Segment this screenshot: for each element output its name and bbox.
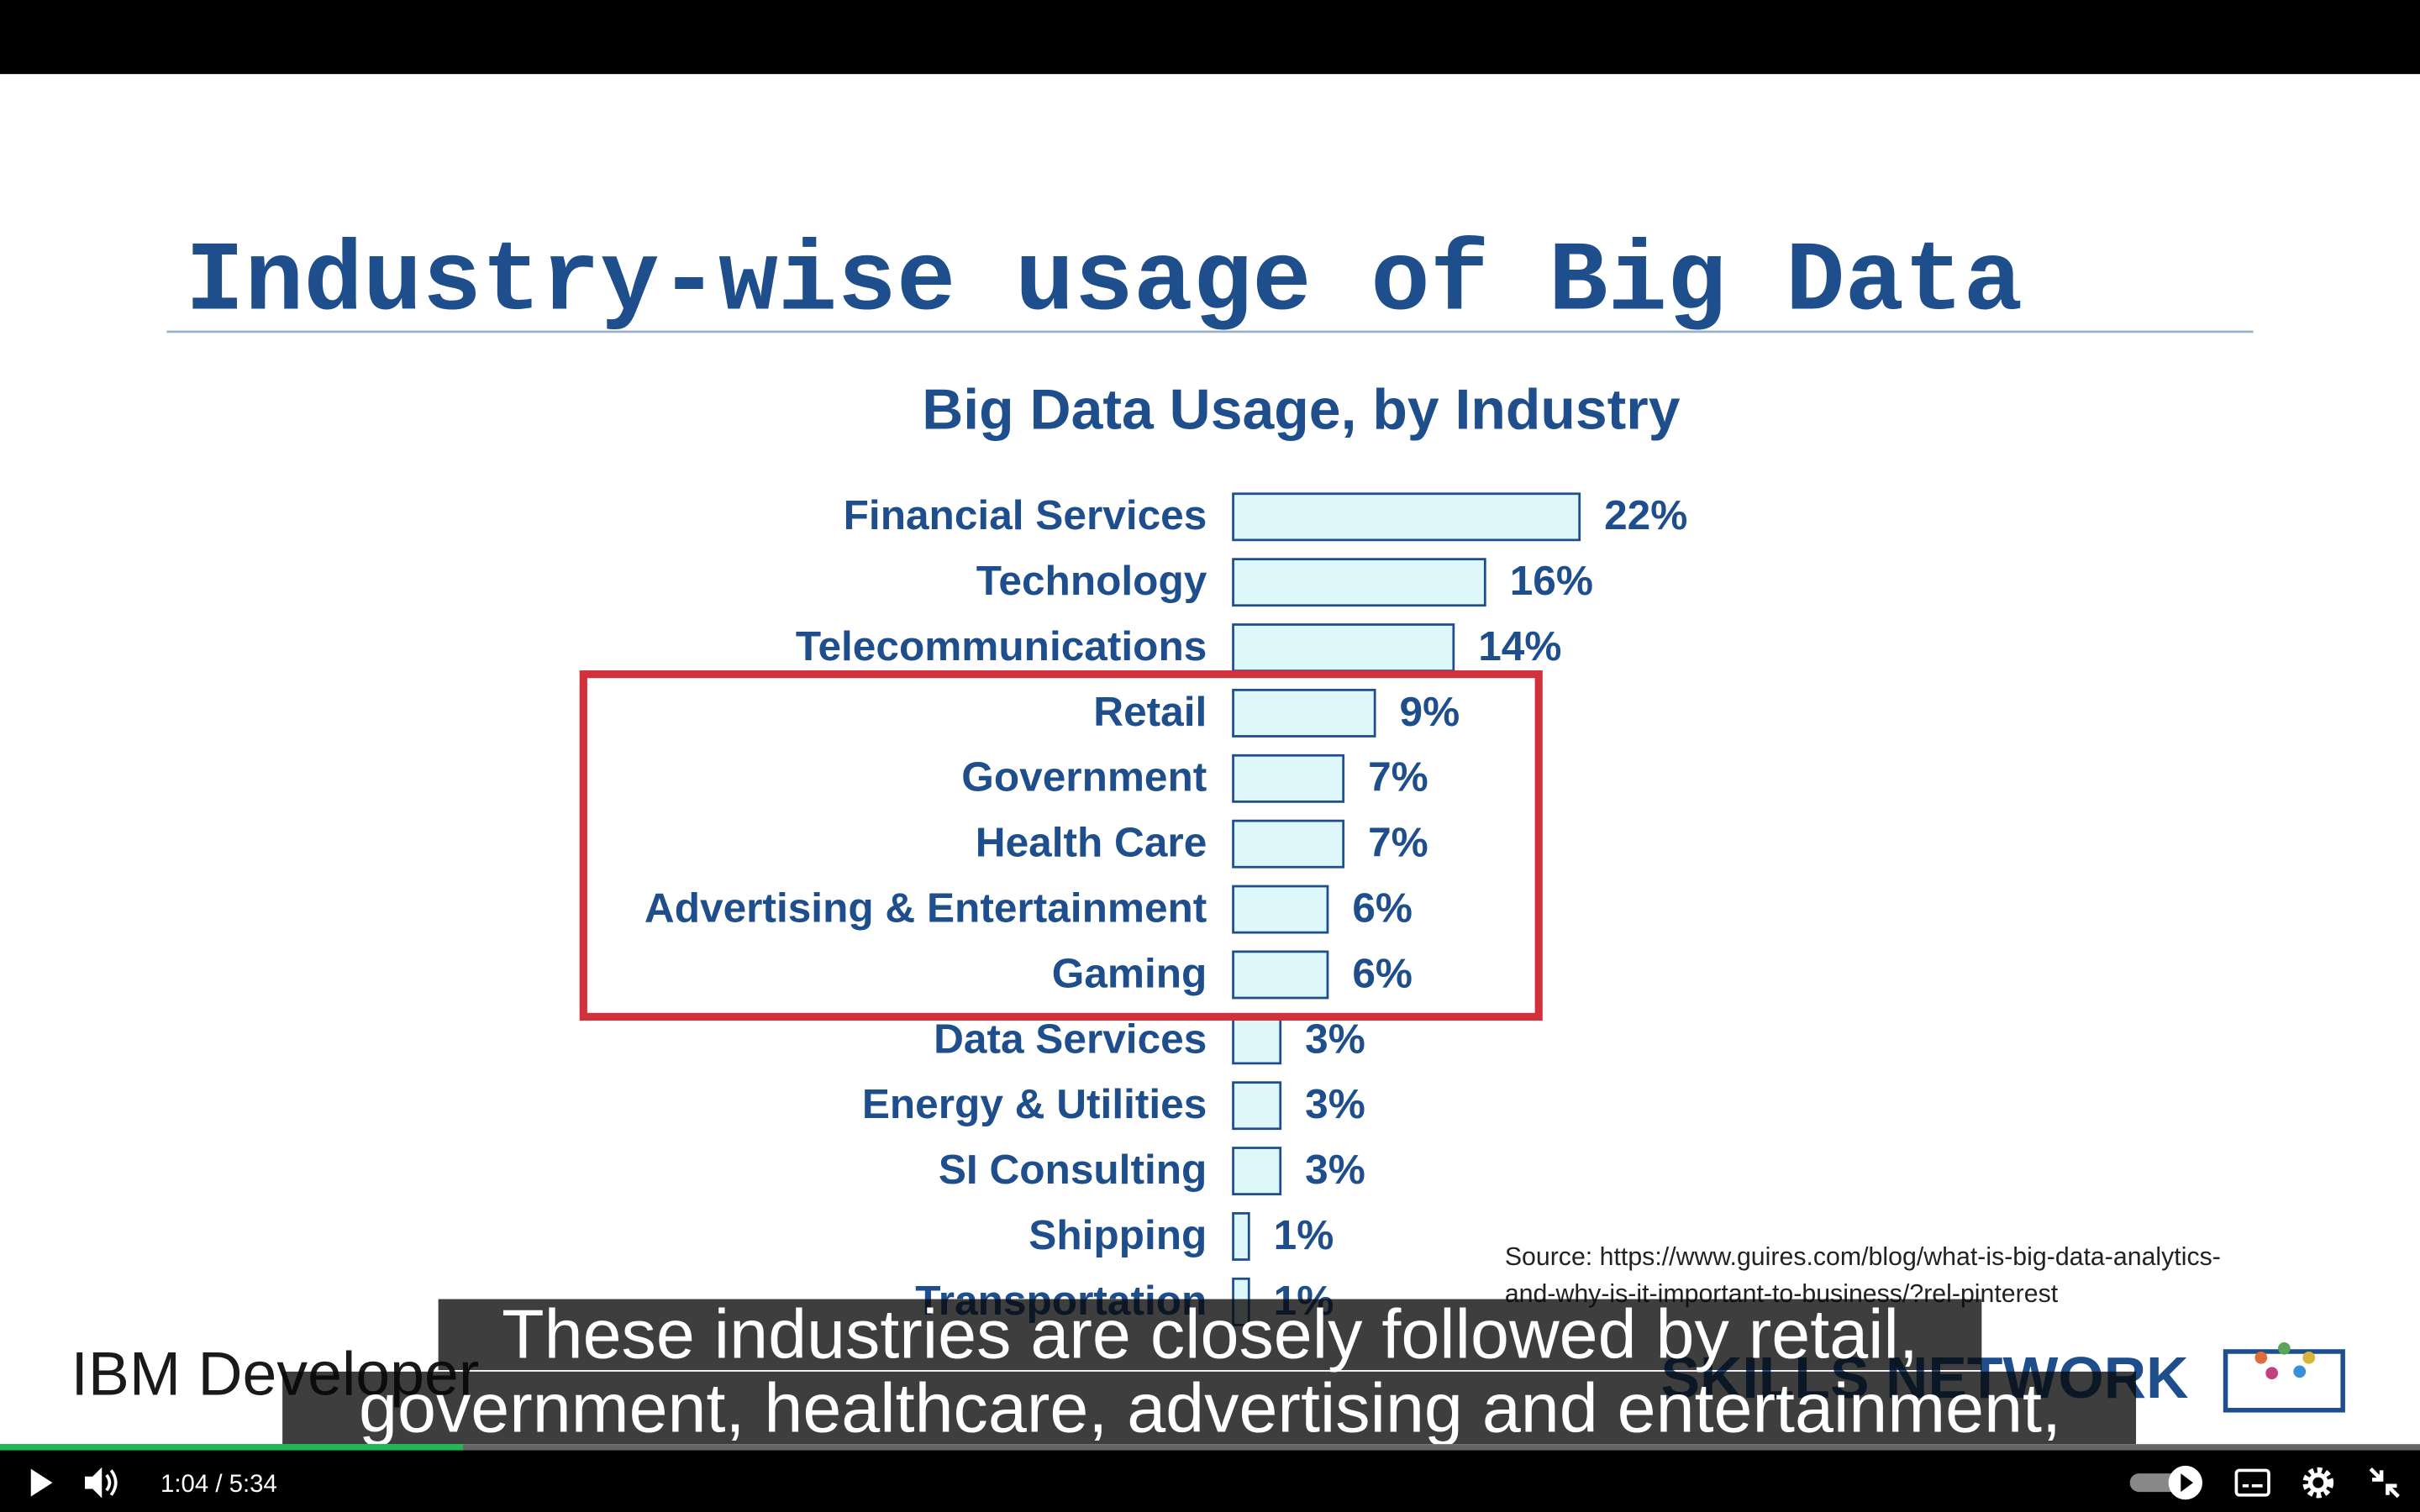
control-bar (0, 1450, 2420, 1512)
bar (1232, 1016, 1282, 1065)
category-label: Shipping (1028, 1211, 1207, 1258)
value-label: 3% (1305, 1080, 1365, 1127)
value-label: 3% (1305, 1146, 1365, 1193)
progress-track[interactable] (0, 1444, 2420, 1451)
bar (1232, 950, 1329, 1000)
letterbox (0, 0, 2420, 75)
bar (1232, 753, 1345, 803)
time-display: 1:04 / 5:34 (160, 1470, 277, 1498)
play-button[interactable] (30, 1468, 53, 1497)
network-icon (2223, 1341, 2345, 1413)
caption-line: government, healthcare, advertising and … (359, 1368, 2061, 1446)
bar (1232, 819, 1345, 869)
category-label: Energy & Utilities (862, 1080, 1207, 1127)
category-label: Health Care (976, 819, 1207, 866)
exit-fullscreen-button[interactable] (2369, 1467, 2400, 1499)
category-label: Data Services (934, 1015, 1207, 1062)
value-label: 6% (1352, 949, 1413, 996)
value-label: 9% (1400, 688, 1460, 735)
source-line: Source: https://www.guires.com/blog/what… (1505, 1243, 2221, 1271)
bar (1232, 689, 1376, 738)
highlight-box (579, 670, 1543, 1021)
caption-background (282, 1371, 2137, 1445)
subtitles-button[interactable] (2234, 1468, 2270, 1497)
autoplay-toggle[interactable] (2129, 1465, 2203, 1500)
category-label: Advertising & Entertainment (644, 885, 1207, 932)
caption-background (438, 1299, 1982, 1371)
progress-played (0, 1444, 464, 1451)
category-label: SI Consulting (939, 1146, 1207, 1193)
category-label: Retail (1093, 688, 1207, 735)
value-label: 14% (1478, 622, 1561, 669)
value-label: 6% (1352, 885, 1413, 932)
bar (1232, 558, 1486, 607)
value-label: 16% (1510, 557, 1593, 604)
volume-button[interactable] (85, 1467, 118, 1499)
bar (1232, 623, 1455, 672)
settings-button[interactable] (2302, 1467, 2334, 1499)
value-label: 3% (1305, 1015, 1365, 1062)
bar (1232, 885, 1329, 934)
value-label: 7% (1368, 753, 1428, 801)
value-label: 1% (1274, 1211, 1334, 1258)
slide (0, 74, 2420, 1451)
caption-line: These industries are closely followed by… (502, 1294, 1918, 1373)
bar (1232, 1212, 1250, 1261)
category-label: Financial Services (844, 491, 1207, 538)
bar (1232, 492, 1581, 542)
chart-title: Big Data Usage, by Industry (922, 378, 1680, 442)
bar-chart: Financial Services 22% Technology 16% Teleco… (644, 491, 1687, 1326)
value-label: 7% (1368, 819, 1428, 866)
slide-title: Industry-wise usage of Big Data (185, 227, 2023, 339)
bar (1232, 1147, 1282, 1196)
category-label: Technology (976, 557, 1207, 604)
value-label: 22% (1604, 491, 1687, 538)
category-label: Government (961, 753, 1207, 801)
bar (1232, 1081, 1282, 1131)
category-label: Telecommunications (796, 622, 1207, 669)
category-label: Gaming (1052, 949, 1207, 996)
captions: These industries are closely followed by… (282, 1294, 2137, 1446)
